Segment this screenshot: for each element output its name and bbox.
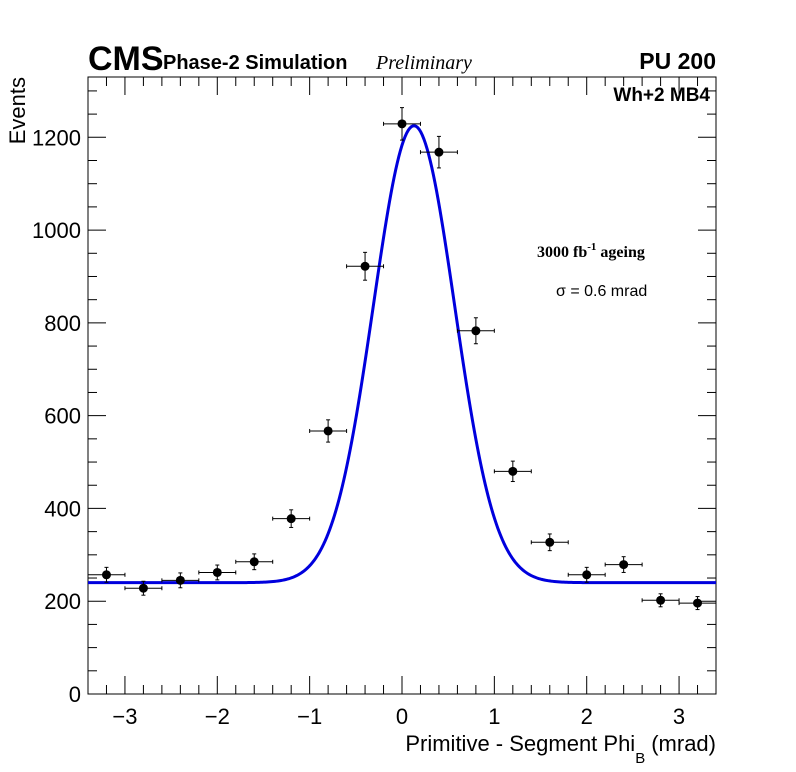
x-axis-title-unit: (mrad) [651,731,716,756]
data-marker [471,326,481,336]
y-axis-title: Events [5,77,30,144]
data-point [678,596,717,611]
x-tick-label: −3 [112,704,137,729]
data-marker [323,426,333,436]
sigma-annotation: σ = 0.6 mrad [556,283,647,300]
phase2-simulation-label: Phase-2 Simulation [163,52,348,74]
y-tick-label: 800 [44,311,81,336]
data-point [235,553,274,571]
data-marker [508,466,518,476]
gaussian-fit-curve [88,124,716,585]
x-tick-label: 3 [673,704,685,729]
data-point [419,135,458,169]
data-point [309,419,348,443]
data-marker [138,583,148,593]
x-tick-label: −1 [297,704,322,729]
data-marker [397,119,407,129]
data-point [383,107,421,141]
data-marker [360,261,370,271]
data-point [346,251,385,281]
data-point [87,566,126,583]
data-marker [693,598,703,608]
data-marker [434,147,444,157]
data-points [87,107,717,611]
data-marker [286,514,296,524]
data-point [493,460,532,483]
axis-ticks [87,77,717,695]
data-point [272,509,311,528]
data-point [124,580,163,596]
y-tick-label: 400 [44,496,81,521]
data-marker [212,567,222,577]
y-tick-label: 0 [69,682,81,707]
y-tick-label: 1200 [32,125,81,150]
y-tick-labels: 0 200 400 600 800 1000 1200 [32,125,81,707]
data-point [641,593,680,608]
lumi-annotation: 3000 fb-1 ageing [537,241,645,261]
preliminary-label: Preliminary [375,52,472,74]
data-marker [545,537,555,547]
lumi-suffix: ageing [596,244,644,261]
data-marker [619,560,629,570]
lumi-exponent: -1 [587,241,596,253]
data-point [530,533,569,552]
data-point [198,564,237,581]
y-tick-label: 600 [44,404,81,429]
x-axis-title-main: Primitive - Segment Phi [405,731,635,756]
x-tick-labels: −3 −2 −1 0 1 2 3 [112,704,685,729]
x-tick-label: −2 [205,704,230,729]
sigma-symbol: σ [556,283,566,300]
x-tick-label: 2 [581,704,593,729]
sigma-text: = 0.6 mrad [566,283,647,300]
chart-title: Wh+2 MB4 [613,85,710,106]
data-point [567,566,606,583]
x-tick-label: 1 [488,704,500,729]
data-marker [101,570,111,580]
x-tick-label: 0 [396,704,408,729]
lumi-text: 3000 fb [537,244,587,261]
data-point [161,572,200,589]
y-tick-label: 200 [44,589,81,614]
plot-frame [87,76,717,695]
data-marker [249,557,259,567]
data-point [604,556,643,573]
x-axis-title-subscript: B [635,750,645,767]
cms-label: CMS [88,40,164,78]
data-point [456,317,495,345]
x-axis-title: Primitive - Segment PhiB (mrad) [405,731,716,767]
data-marker [656,595,666,605]
pileup-label: PU 200 [639,48,716,74]
data-marker [582,570,592,580]
data-marker [175,575,185,585]
y-tick-label: 1000 [32,218,81,243]
